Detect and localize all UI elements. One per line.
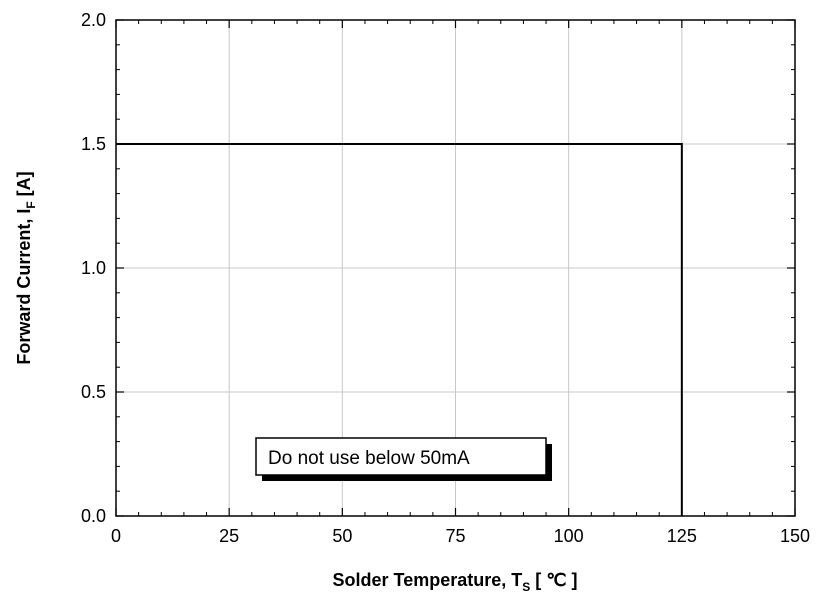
x-tick-label: 75 [445, 526, 465, 546]
x-axis-label: Solder Temperature, TS [ ℃ ] [333, 570, 578, 594]
x-axis-label-suffix: [ ℃ ] [530, 570, 577, 590]
x-axis-label-subscript: S [522, 580, 530, 594]
series-line-forward-current [116, 143, 683, 516]
x-axis-label-prefix: Solder Temperature, T [333, 570, 523, 590]
annotation-frame [255, 437, 547, 476]
annotation-text: Do not use below 50mA [268, 448, 470, 469]
y-axis-label-prefix: Forward Current, I [14, 209, 34, 365]
y-axis-label-suffix: [A] [14, 171, 34, 201]
x-tick-label: 0 [111, 526, 121, 546]
y-axis-label: Forward Current, IF [A] [14, 171, 38, 364]
y-tick-labels: 0.0 0.5 1.0 1.5 2.0 [81, 10, 106, 526]
y-tick-label: 1.5 [81, 134, 106, 154]
y-tick-label: 0.0 [81, 506, 106, 526]
y-tick-label: 1.0 [81, 258, 106, 278]
x-tick-label: 50 [332, 526, 352, 546]
x-tick-label: 100 [554, 526, 584, 546]
y-tick-label: 0.5 [81, 382, 106, 402]
y-tick-label: 2.0 [81, 10, 106, 30]
y-axis-label-subscript: F [24, 201, 38, 208]
x-tick-label: 125 [667, 526, 697, 546]
plot-frame [115, 19, 796, 517]
annotation-box: Do not use below 50mA [255, 437, 552, 481]
x-tick-label: 25 [219, 526, 239, 546]
x-tick-label: 150 [780, 526, 810, 546]
x-tick-labels: 0 25 50 75 100 125 150 [111, 526, 810, 546]
